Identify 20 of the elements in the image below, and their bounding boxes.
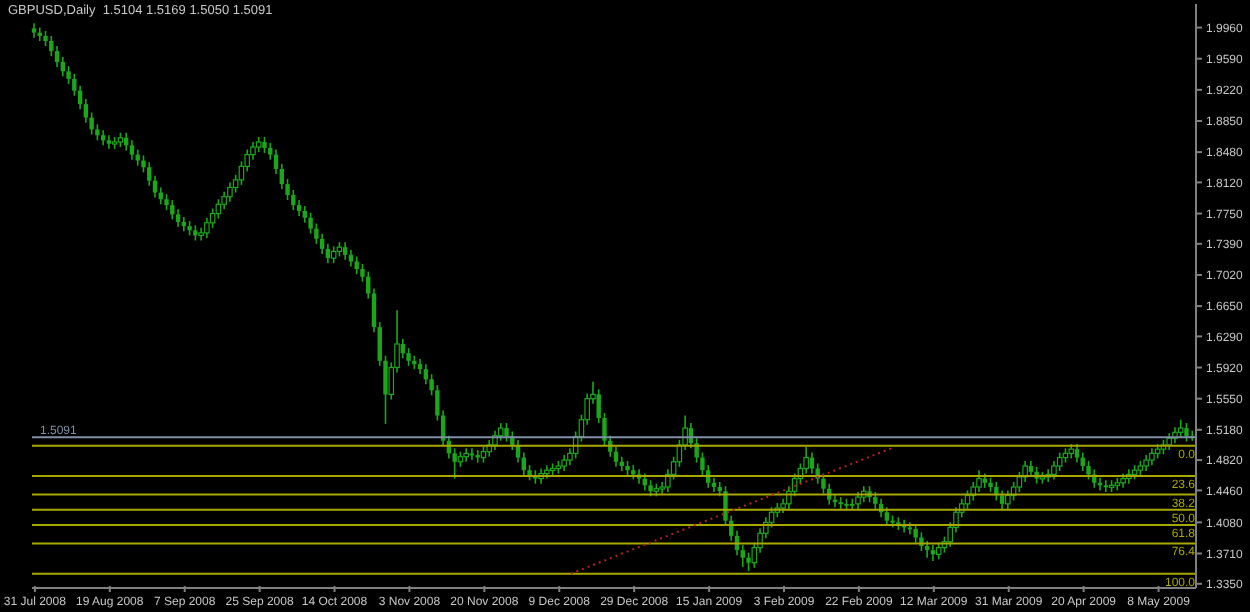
candlestick bbox=[504, 422, 509, 443]
candlestick bbox=[913, 523, 918, 544]
candlestick bbox=[1086, 460, 1091, 481]
candlestick bbox=[106, 134, 112, 150]
candlestick bbox=[1005, 489, 1011, 510]
candlestick bbox=[1184, 422, 1189, 443]
candlestick bbox=[1056, 451, 1063, 472]
candlestick bbox=[204, 216, 210, 239]
candlestick bbox=[976, 469, 982, 493]
candlestick bbox=[319, 232, 325, 255]
candlestick bbox=[1074, 443, 1080, 464]
candlestick bbox=[463, 447, 469, 463]
candlestick bbox=[129, 139, 135, 161]
candlestick bbox=[475, 449, 480, 464]
candlestick bbox=[613, 445, 619, 468]
candlestick bbox=[227, 181, 233, 203]
candlestick bbox=[1051, 460, 1057, 481]
candlestick bbox=[746, 551, 751, 572]
candlestick bbox=[803, 445, 809, 475]
candlestick bbox=[884, 506, 890, 527]
